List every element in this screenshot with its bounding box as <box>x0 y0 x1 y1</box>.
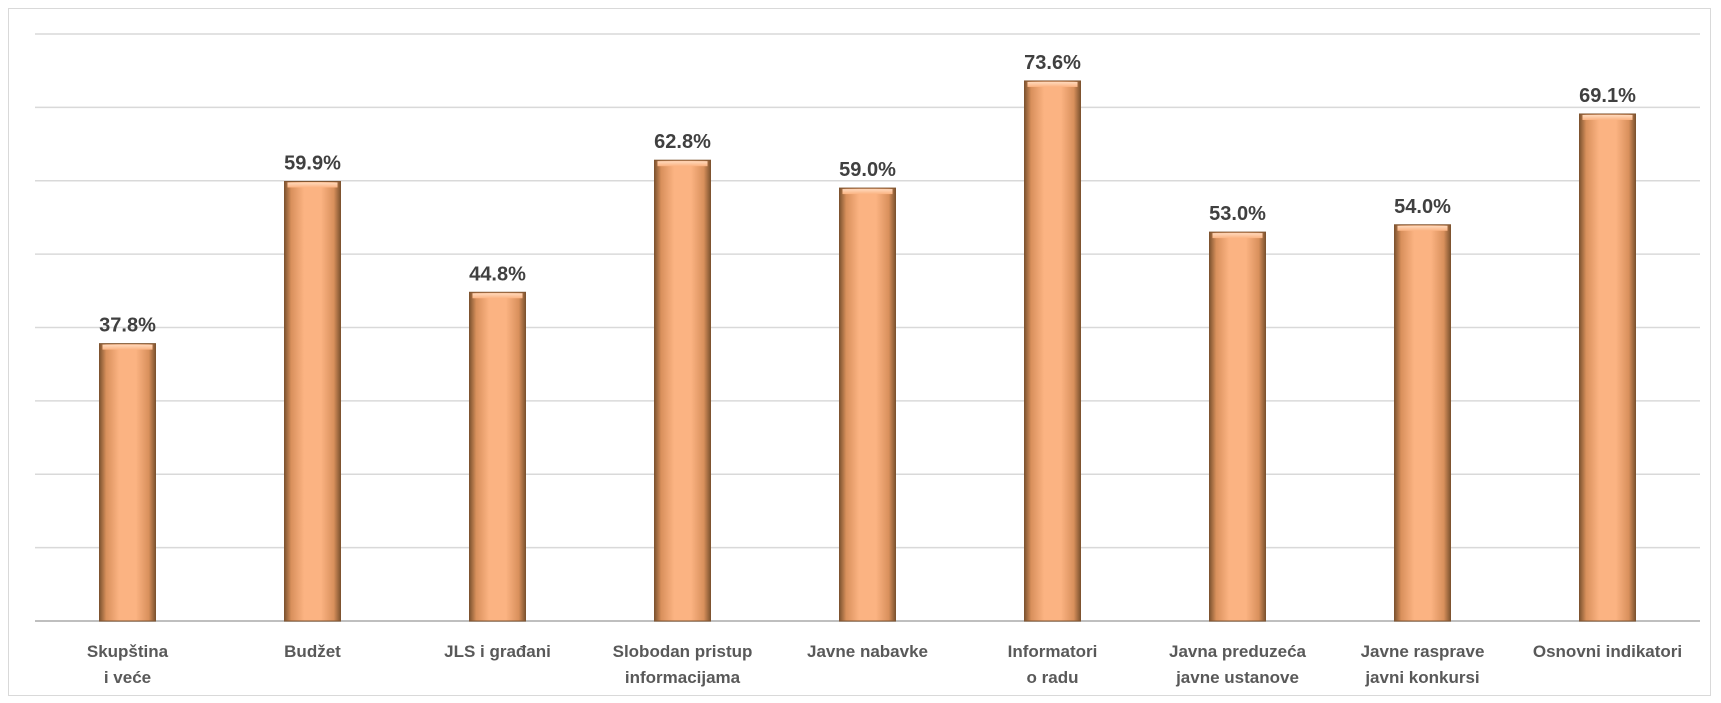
category-label-line: Slobodan pristup <box>613 642 753 661</box>
bar-body <box>1394 224 1451 622</box>
bar-body <box>1209 231 1266 622</box>
data-label: 59.9% <box>284 152 341 174</box>
data-label: 73.6% <box>1024 52 1081 74</box>
bar-bevel <box>102 344 153 350</box>
bar-body <box>99 343 156 622</box>
bar <box>99 343 156 622</box>
bar <box>284 180 341 622</box>
bar <box>1024 80 1081 622</box>
category-labels: Skupština i veće Budžet JLS i građani Slobod… <box>87 642 1682 687</box>
data-label: 69.1% <box>1579 85 1636 107</box>
category-label: Osnovni indikatori <box>1533 642 1682 661</box>
category-label: Informatori o radu <box>1008 642 1098 687</box>
bar-bevel <box>1212 233 1263 239</box>
bar <box>469 291 526 622</box>
bar-bevel <box>1582 114 1633 120</box>
bars <box>99 80 1636 622</box>
bar-body <box>839 187 896 622</box>
bar-body <box>654 159 711 622</box>
category-label-line: javni konkursi <box>1364 668 1479 687</box>
category-label: Javna preduzeća javne ustanove <box>1169 642 1307 687</box>
data-label: 59.0% <box>839 159 896 181</box>
category-label-line: JLS i građani <box>444 642 551 661</box>
bar-bevel <box>657 161 708 167</box>
data-labels: 37.8% 59.9% 44.8% 62.8% 59.0% 73.6% 53.0% 54.0%… <box>99 52 1636 337</box>
bar-body <box>1024 80 1081 622</box>
bar-bevel <box>842 189 893 195</box>
category-label-line: Budžet <box>284 642 341 661</box>
category-label-line: Informatori <box>1008 642 1098 661</box>
data-label: 62.8% <box>654 131 711 153</box>
category-label: Skupština i veće <box>87 642 169 687</box>
category-label-line: Javne nabavke <box>807 642 928 661</box>
category-label: Slobodan pristup informacijama <box>613 642 753 687</box>
bar-bevel <box>1397 225 1448 231</box>
category-label: JLS i građani <box>444 642 551 661</box>
bar <box>1209 231 1266 622</box>
category-label-line: javne ustanove <box>1175 668 1299 687</box>
bar-body <box>284 180 341 622</box>
bar-body <box>1579 113 1636 622</box>
bar <box>1579 113 1636 622</box>
bar-bevel <box>287 182 338 188</box>
data-label: 37.8% <box>99 315 156 337</box>
data-label: 44.8% <box>469 263 526 285</box>
category-label: Javne nabavke <box>807 642 928 661</box>
category-label: Budžet <box>284 642 341 661</box>
category-label-line: o radu <box>1027 668 1079 687</box>
category-label-line: informacijama <box>625 668 741 687</box>
category-label-line: Skupština <box>87 642 169 661</box>
bar-body <box>469 291 526 622</box>
category-label-line: Javna preduzeća <box>1169 642 1307 661</box>
data-label: 54.0% <box>1394 196 1451 218</box>
bar-bevel <box>1027 81 1078 87</box>
category-label-line: Osnovni indikatori <box>1533 642 1682 661</box>
bar <box>1394 224 1451 622</box>
category-label-line: Javne rasprave <box>1361 642 1485 661</box>
category-label: Javne rasprave javni konkursi <box>1361 642 1485 687</box>
bar <box>839 187 896 622</box>
data-label: 53.0% <box>1209 203 1266 225</box>
bar-bevel <box>472 293 523 299</box>
bar <box>654 159 711 622</box>
category-label-line: i veće <box>104 668 151 687</box>
